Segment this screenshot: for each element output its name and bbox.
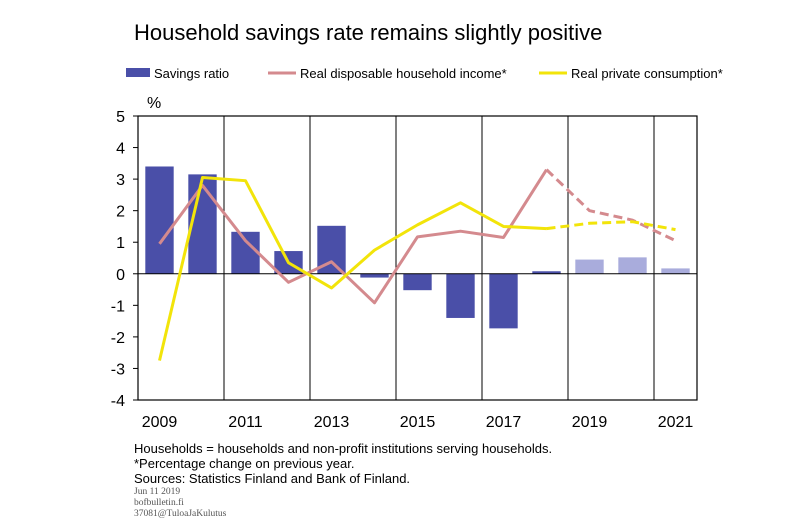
y-tick-label: 0: [116, 267, 125, 284]
legend-label: Real private consumption*: [571, 66, 723, 81]
meta-date: Jun 11 2019: [134, 487, 181, 497]
x-tick-label: 2009: [142, 414, 178, 431]
income-line: [158, 168, 548, 305]
savings-ratio-bar: [446, 273, 475, 318]
savings-ratio-bar: [231, 231, 260, 274]
consumption-line: [158, 176, 547, 361]
y-tick-label: 4: [116, 141, 125, 158]
savings-ratio-bar: [360, 273, 389, 278]
x-tick-label: 2011: [228, 414, 263, 431]
note-households: Households = households and non-profit i…: [134, 441, 553, 456]
legend-label: Real disposable household income*: [300, 66, 507, 81]
savings-ratio-bar: [661, 268, 690, 274]
plot-frame: [137, 115, 698, 401]
meta-id: 37081@TuloaJaKulutus: [134, 509, 227, 519]
y-tick-label: 2: [116, 204, 125, 221]
savings-ratio-bar: [532, 271, 561, 274]
income-line-forecast: [545, 168, 677, 242]
y-axis-unit: %: [147, 95, 161, 112]
y-tick-label: -1: [111, 298, 125, 315]
savings-ratio-bar: [618, 257, 647, 274]
y-tick-label: -4: [111, 393, 125, 410]
x-tick-label: 2021: [658, 414, 694, 431]
x-tick-label: 2017: [486, 414, 522, 431]
chart-title: Household savings rate remains slightly …: [134, 20, 603, 45]
y-tick-label: 3: [116, 172, 125, 189]
legend: Savings ratio Real disposable household i…: [126, 66, 723, 81]
y-tick-label: 1: [116, 235, 125, 252]
legend-label: Savings ratio: [154, 66, 229, 81]
note-sources: Sources: Statistics Finland and Bank of …: [134, 471, 411, 486]
legend-swatch-savings: [126, 68, 150, 77]
x-tick-label: 2013: [314, 414, 350, 431]
y-tick-label: -2: [111, 330, 125, 347]
savings-ratio-bar: [575, 259, 604, 274]
meta-site: bofbulletin.fi: [134, 498, 184, 508]
savings-ratio-bar: [489, 273, 518, 329]
note-percentage-change: *Percentage change on previous year.: [134, 456, 355, 471]
y-tick-label: -3: [111, 361, 125, 378]
savings-ratio-bar: [403, 273, 432, 291]
x-tick-label: 2015: [400, 414, 436, 431]
x-tick-label: 2019: [572, 414, 608, 431]
y-tick-label: 5: [116, 109, 125, 126]
savings-ratio-bar: [145, 166, 174, 274]
consumption-line-forecast: [546, 220, 676, 232]
